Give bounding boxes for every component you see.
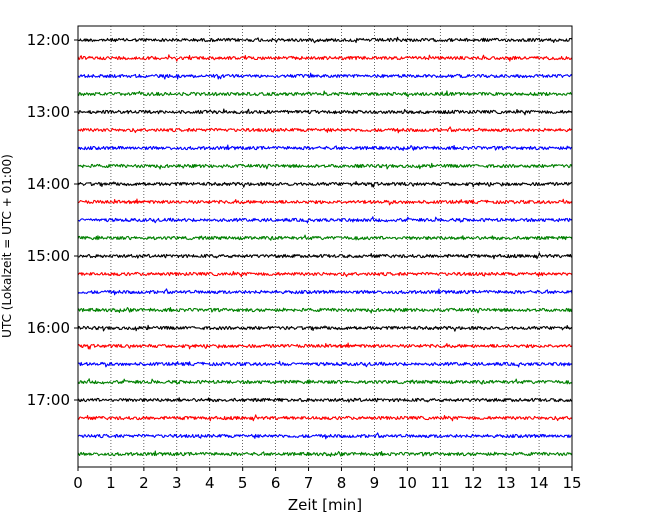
trace-line <box>77 397 573 403</box>
x-tick-label: 15 <box>562 474 581 492</box>
trace-line <box>77 126 573 134</box>
seismic-traces <box>77 36 573 457</box>
trace-line <box>77 162 573 170</box>
y-axis-label: UTC (Lokalzeit = UTC + 01:00) <box>0 154 14 338</box>
x-tick-label: 10 <box>398 474 417 492</box>
y-tick-label: 16:00 <box>27 319 70 337</box>
trace-line <box>77 342 573 350</box>
trace-line <box>77 360 573 368</box>
trace-line <box>77 414 573 422</box>
plot-frame <box>77 25 573 468</box>
trace-line <box>77 450 573 457</box>
trace-line <box>77 378 573 385</box>
x-tick-label: 9 <box>370 474 380 492</box>
x-tick-label: 14 <box>530 474 549 492</box>
trace-line <box>77 432 573 440</box>
x-tick-label: 5 <box>238 474 248 492</box>
trace-line <box>77 288 573 296</box>
x-tick-label: 11 <box>431 474 450 492</box>
y-tick-label: 12:00 <box>27 31 70 49</box>
y-tick-label: 15:00 <box>27 247 70 265</box>
x-tick-label: 0 <box>73 474 83 492</box>
x-tick-label: 4 <box>205 474 215 492</box>
y-tick-label: 14:00 <box>27 175 70 193</box>
x-tick-label: 3 <box>172 474 182 492</box>
trace-line <box>77 216 573 224</box>
y-tick-label: 13:00 <box>27 103 70 121</box>
trace-line <box>77 36 573 44</box>
trace-line <box>77 144 573 151</box>
trace-line <box>77 271 573 278</box>
trace-line <box>77 72 573 80</box>
trace-line <box>77 252 573 260</box>
trace-line <box>77 90 573 98</box>
x-axis-label: Zeit [min] <box>288 496 362 514</box>
trace-line <box>77 198 573 206</box>
x-tick-label: 13 <box>497 474 516 492</box>
x-tick-label: 6 <box>271 474 281 492</box>
x-tick-label: 1 <box>106 474 116 492</box>
x-tick-label: 7 <box>304 474 314 492</box>
trace-line <box>77 108 573 116</box>
x-tick-label: 2 <box>139 474 149 492</box>
x-tick-label: 8 <box>337 474 347 492</box>
x-axis: 0 1 2 3 4 5 6 7 8 9 10 11 12 13 14 15 <box>73 467 582 492</box>
x-tick-label: 12 <box>464 474 483 492</box>
y-tick-label: 17:00 <box>27 391 70 409</box>
trace-line <box>77 306 573 314</box>
trace-line <box>77 54 573 62</box>
trace-line <box>77 180 573 188</box>
trace-line <box>77 234 573 241</box>
trace-line <box>77 324 573 332</box>
y-axis: 12:00 13:00 14:00 15:00 16:00 17:00 <box>27 31 78 409</box>
